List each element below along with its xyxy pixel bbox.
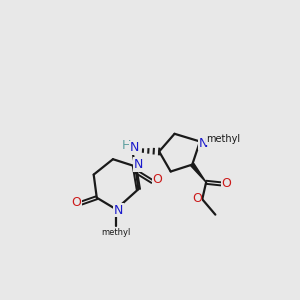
Text: O: O xyxy=(71,196,81,209)
Text: methyl: methyl xyxy=(101,228,131,237)
Text: O: O xyxy=(192,192,202,205)
Text: N: N xyxy=(134,158,143,171)
Text: N: N xyxy=(114,203,123,217)
Text: H: H xyxy=(122,139,131,152)
Text: N: N xyxy=(199,136,208,149)
Polygon shape xyxy=(191,164,206,182)
Text: N: N xyxy=(130,141,139,154)
Text: methyl: methyl xyxy=(206,134,240,144)
Text: O: O xyxy=(153,173,163,187)
Text: O: O xyxy=(221,177,231,190)
